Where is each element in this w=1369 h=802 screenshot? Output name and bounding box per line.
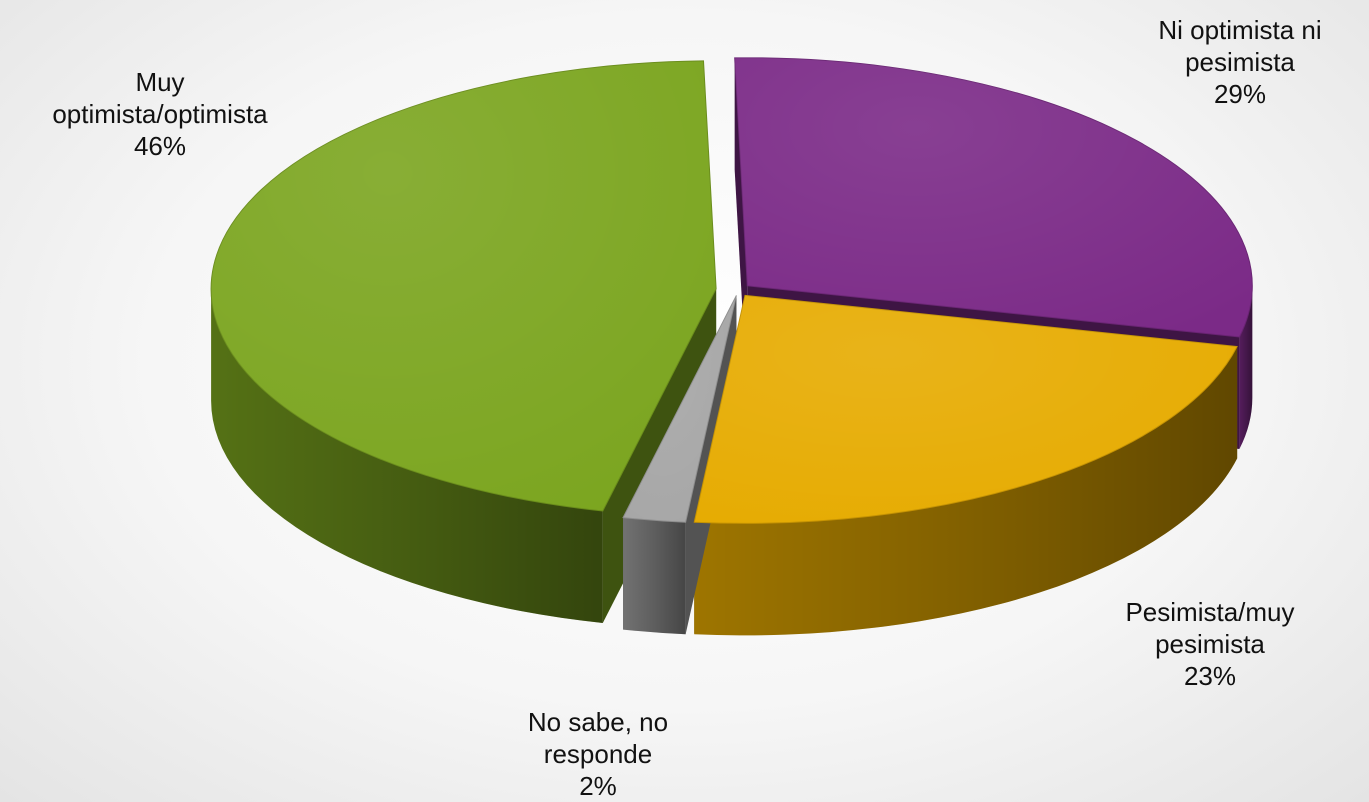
pie-slice-wall-shade: [694, 346, 1238, 636]
slice-label-line: No sabe, no: [527, 707, 669, 737]
slice-label-line: pesimista: [1185, 47, 1295, 77]
slice-percent: 29%: [1213, 79, 1267, 109]
pie-slice-highlight: [623, 295, 737, 523]
slice-label-line: responde: [543, 739, 653, 769]
slice-percent: 23%: [1183, 661, 1237, 691]
slice-label-line: Ni optimista ni: [1158, 15, 1322, 45]
pie-slice-wall-shade: [211, 288, 603, 623]
slice-label-muy-optimista-optimista: Muy optimista/optimista 46%: [10, 66, 310, 162]
pie-slice-highlight: [734, 57, 1253, 337]
pie-slice-wall-shade: [1239, 285, 1253, 449]
pie-slice-wall-shade: [623, 517, 686, 635]
slice-percent: 2%: [579, 771, 617, 801]
slice-label-line: Muy: [135, 67, 185, 97]
slice-label-no-sabe-no-responde: No sabe, no responde 2%: [478, 706, 718, 802]
slice-label-pesimista-muy-pesimista: Pesimista/muy pesimista 23%: [1090, 596, 1330, 692]
slice-label-ni-optimista-ni-pesimista: Ni optimista ni pesimista 29%: [1120, 14, 1360, 110]
pie-slice-highlight: [694, 295, 1238, 524]
slice-label-line: Pesimista/muy: [1125, 597, 1295, 627]
pie-slice-highlight: [211, 60, 717, 511]
slice-percent: 46%: [133, 131, 187, 161]
slice-label-line: pesimista: [1155, 629, 1265, 659]
slice-label-line: optimista/optimista: [52, 99, 268, 129]
